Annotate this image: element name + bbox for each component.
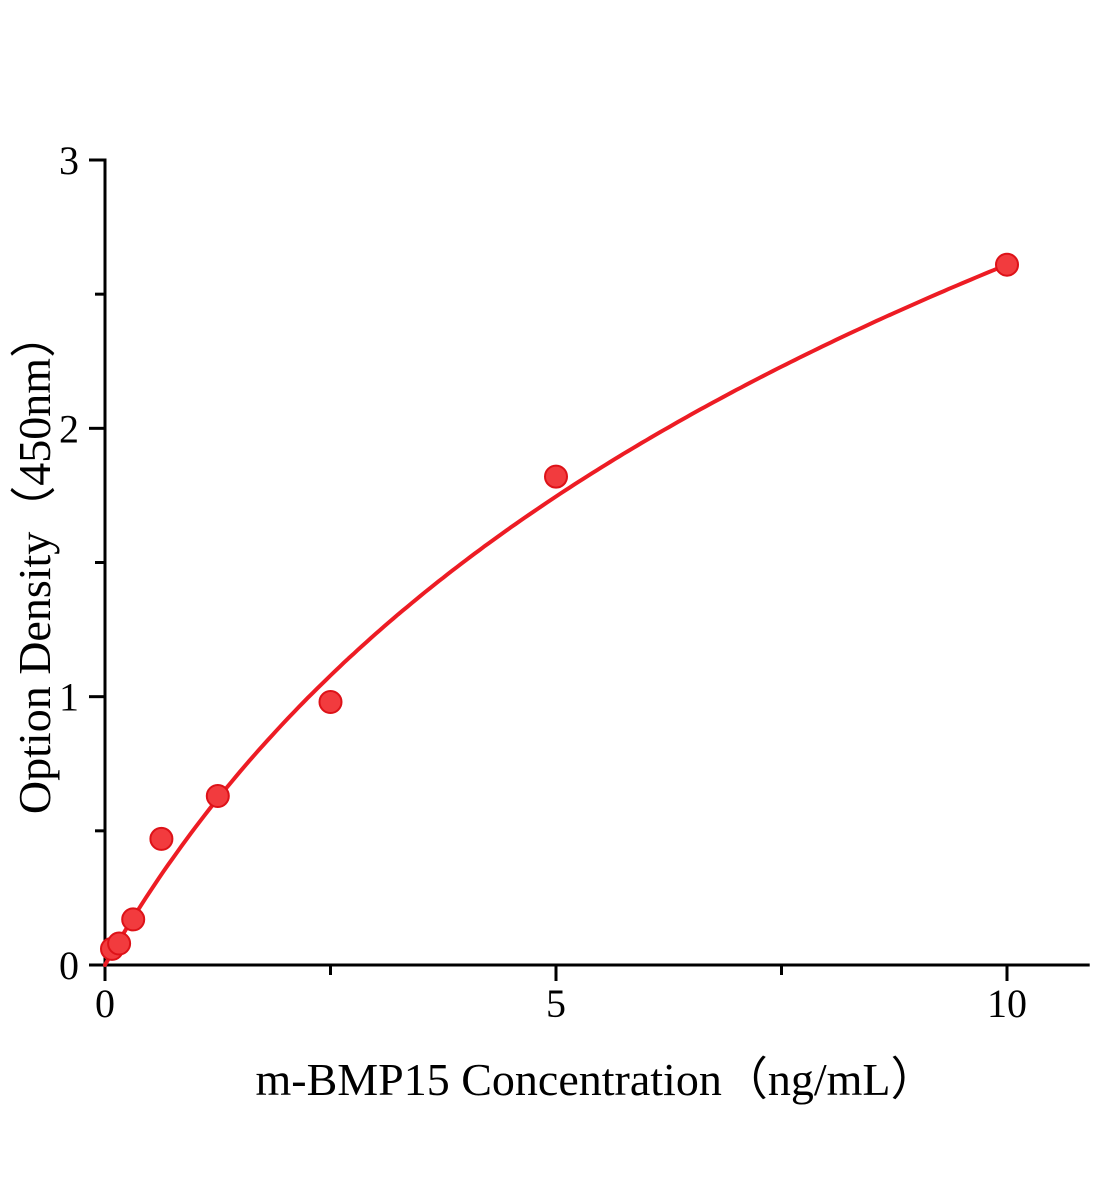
y-axis-title: Option Density（450nm） — [9, 312, 60, 814]
y-tick-label: 2 — [59, 406, 79, 451]
data-point — [149, 826, 174, 851]
data-point — [544, 464, 568, 489]
data-points-layer — [100, 252, 1019, 961]
data-point — [121, 907, 146, 932]
x-tick-label: 5 — [546, 981, 566, 1026]
axes: 0 5 10 0 1 2 3 — [59, 138, 1090, 1026]
y-tick-label: 0 — [59, 943, 79, 988]
x-axis-title: m-BMP15 Concentration（ng/mL） — [255, 1054, 936, 1105]
fit-curve-path — [103, 262, 1009, 967]
data-point — [318, 690, 343, 714]
x-tick-label: 10 — [987, 981, 1027, 1026]
data-point — [205, 784, 230, 808]
y-tick-label: 1 — [59, 675, 79, 720]
x-tick-label: 0 — [95, 981, 115, 1026]
fit-curve-layer — [103, 262, 1009, 967]
data-point — [107, 931, 132, 956]
y-tick-label: 3 — [59, 138, 79, 183]
data-point — [995, 252, 1019, 277]
